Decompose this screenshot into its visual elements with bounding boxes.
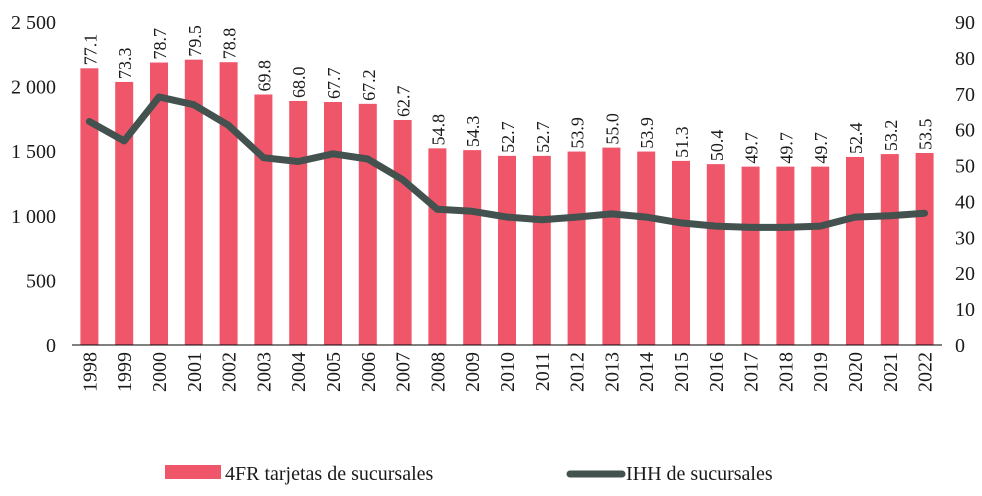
left-tick-label: 1 500 [11,141,56,163]
bar-data-label: 68.0 [289,66,309,98]
bar [533,156,551,345]
right-tick-label: 50 [955,156,975,178]
bar-data-label: 54.3 [463,116,483,148]
right-tick-label: 10 [955,299,975,321]
bar-series [80,60,933,345]
legend-line-label: IHH de sucursales [626,463,773,485]
bar [394,120,412,345]
bar-data-label: 55.0 [602,113,622,145]
bar-data-label: 53.5 [916,118,936,150]
x-tick-label: 2007 [393,352,415,392]
x-axis-ticks: 1998 1999 2000 2001 2002 2003 2004 2005 2006 2007… [79,352,936,392]
x-tick-label: 2003 [253,352,275,392]
bar [916,153,934,345]
bar [776,167,794,345]
bar-data-label: 73.3 [115,47,135,79]
x-tick-label: 2009 [462,352,484,392]
bar-data-label: 67.2 [359,69,379,101]
x-tick-label: 2016 [706,352,728,392]
bar-data-labels: 77.1 73.3 78.7 79.5 78.8 69.8 68.0 67.7 67.2 62.7… [80,25,935,163]
x-tick-label: 2001 [184,352,206,392]
bar-data-label: 52.4 [846,122,866,154]
right-tick-label: 30 [955,227,975,249]
left-tick-label: 2 000 [11,77,56,99]
right-tick-label: 20 [955,263,975,285]
right-tick-label: 80 [955,48,975,70]
x-tick-label: 2017 [741,352,763,392]
bar [220,62,238,345]
x-tick-label: 2012 [567,352,589,392]
bar [115,82,133,345]
x-tick-label: 2021 [880,352,902,392]
right-tick-label: 40 [955,191,975,213]
bar [846,157,864,345]
x-tick-label: 2022 [915,352,937,392]
bar-data-label: 53.9 [568,117,588,149]
left-tick-label: 0 [46,335,56,357]
bar [602,148,620,345]
bar-data-label: 51.3 [672,126,692,158]
bar-data-label: 49.7 [811,132,831,164]
bar-data-label: 50.4 [707,130,727,162]
bar-data-label: 53.2 [881,120,901,152]
bar [254,94,272,345]
right-tick-label: 0 [955,335,965,357]
bar-data-label: 77.1 [80,34,100,66]
bar [80,68,98,345]
legend-bar-label: 4FR tarjetas de sucursales [225,463,433,485]
bar-data-label: 62.7 [394,85,414,117]
bar [742,167,760,345]
bar-data-label: 53.9 [637,117,657,149]
bar [811,167,829,345]
x-tick-label: 1998 [79,352,101,392]
x-tick-label: 1999 [114,352,136,392]
left-tick-label: 500 [26,270,56,292]
legend: 4FR tarjetas de sucursales IHH de sucurs… [165,463,773,485]
bar [881,154,899,345]
legend-bar-swatch [165,465,221,479]
right-tick-label: 70 [955,84,975,106]
x-tick-label: 2008 [427,352,449,392]
bar [498,156,516,345]
x-tick-label: 2004 [288,352,310,392]
x-tick-label: 2010 [497,352,519,392]
bar-data-label: 54.8 [428,114,448,146]
left-axis-ticks: 0 500 1 000 1 500 2 000 2 500 [11,12,56,357]
x-tick-label: 2000 [149,352,171,392]
bar [463,150,481,345]
x-tick-label: 2015 [671,352,693,392]
bar-data-label: 79.5 [185,25,205,57]
bar [707,164,725,345]
x-tick-label: 2002 [219,352,241,392]
left-tick-label: 1 000 [11,206,56,228]
bar-data-label: 49.7 [776,132,796,164]
bar [289,101,307,345]
bar [637,152,655,345]
bar-data-label: 49.7 [742,132,762,164]
bar-data-label: 52.7 [498,121,518,153]
x-tick-label: 2011 [532,352,554,391]
x-tick-label: 2020 [845,352,867,392]
right-tick-label: 90 [955,12,975,34]
x-tick-label: 2014 [636,352,658,392]
bar [568,152,586,345]
bar-data-label: 78.7 [150,28,170,60]
x-tick-label: 2005 [323,352,345,392]
bar-data-label: 52.7 [533,121,553,153]
bar [324,102,342,345]
bar-data-label: 78.8 [220,28,240,60]
bar [359,104,377,345]
right-axis-ticks: 0 10 20 30 40 50 60 70 80 90 [955,12,975,357]
bar-data-label: 69.8 [254,60,274,92]
right-tick-label: 60 [955,120,975,142]
x-tick-label: 2019 [810,352,832,392]
x-tick-label: 2018 [775,352,797,392]
bar-data-label: 67.7 [324,68,344,100]
bar [672,161,690,345]
x-tick-label: 2013 [601,352,623,392]
left-tick-label: 2 500 [11,12,56,34]
bar [428,148,446,345]
x-tick-label: 2006 [358,352,380,392]
